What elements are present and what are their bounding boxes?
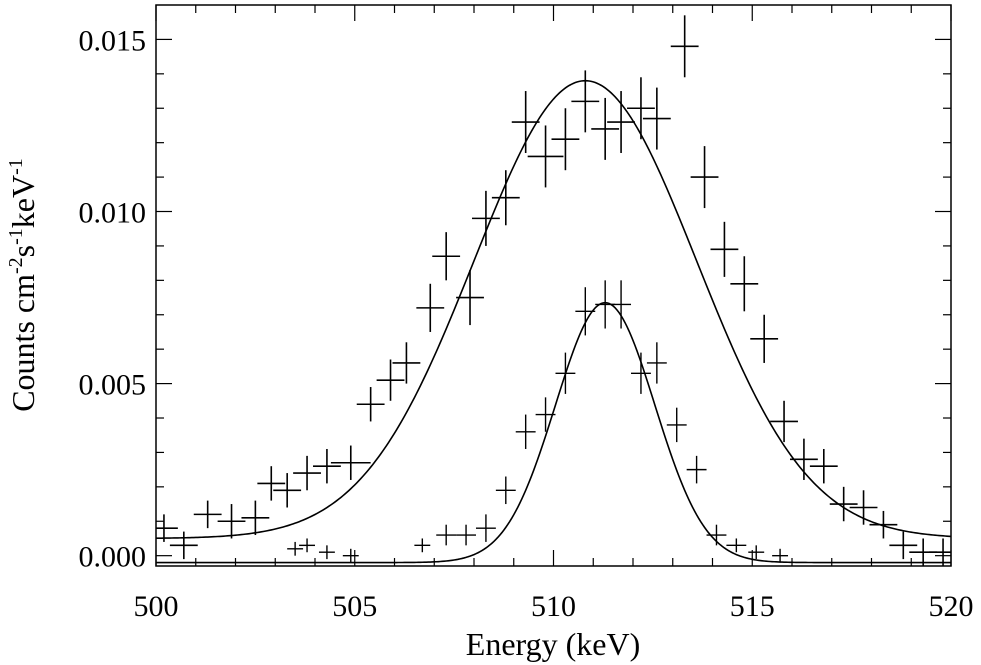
data-point (527, 125, 564, 188)
data-point (849, 490, 878, 525)
fit-curve (156, 79, 951, 539)
data-point (169, 531, 198, 560)
data-point (515, 414, 536, 449)
data-point (889, 531, 918, 560)
data-point (495, 476, 516, 505)
data-point (591, 97, 620, 160)
data-point (273, 473, 302, 508)
x-axis-title: Energy (keV) (466, 626, 640, 662)
data-point (217, 504, 246, 539)
x-tick-label: 510 (531, 590, 576, 623)
data-point (627, 77, 655, 140)
data-point (686, 455, 707, 484)
data-point (748, 545, 765, 560)
data-point (730, 256, 759, 312)
data-point (611, 280, 632, 329)
data-point (571, 70, 600, 133)
data-point (193, 500, 222, 529)
data-point (809, 448, 838, 484)
data-point (456, 524, 476, 546)
y-tick-label: 0.000 (79, 541, 147, 574)
data-point (257, 466, 286, 501)
data-point (241, 500, 270, 536)
y-axis-title-sup: -1 (5, 228, 27, 245)
fit-curve (156, 301, 951, 564)
data-point (376, 359, 405, 401)
data-point (666, 407, 687, 443)
ticks (155, 5, 952, 566)
data-point (414, 538, 431, 553)
data-point (456, 270, 484, 326)
data-point (392, 342, 421, 384)
data-point (631, 352, 651, 394)
data-point (318, 545, 335, 560)
data-point (287, 541, 304, 556)
plot-frame (155, 4, 952, 567)
data-point (770, 400, 798, 443)
x-tick-label: 505 (332, 590, 377, 623)
y-tick-label: 0.005 (79, 369, 147, 402)
data-point (416, 283, 445, 332)
y-axis-title-sup: -2 (5, 257, 27, 274)
data-point (869, 510, 898, 539)
data-point (670, 15, 699, 78)
y-axis-title-sup: -1 (5, 158, 27, 175)
data-point (690, 146, 719, 209)
x-tick-label: 500 (134, 590, 179, 623)
data-point (551, 108, 580, 171)
data-point (829, 486, 858, 522)
data-point (772, 548, 789, 563)
data-point (646, 342, 667, 384)
data-point (299, 538, 315, 553)
tick-labels: 500 505 510 515 520 0.000 0.005 0.010 0.015 (79, 24, 974, 623)
data-point (472, 190, 500, 246)
data-point (511, 91, 540, 153)
y-axis-title: Counts cm-2s-1keV-1 (5, 158, 41, 412)
data-point (330, 445, 371, 480)
data-point (929, 538, 951, 566)
y-tick-label: 0.010 (79, 197, 147, 230)
y-axis-title-part: Counts cm (5, 274, 41, 412)
x-tick-label: 520 (929, 590, 974, 623)
data-point (475, 514, 496, 542)
data-point (432, 232, 461, 281)
y-tick-label: 0.015 (79, 24, 147, 57)
data-point (642, 87, 671, 150)
data-point (356, 387, 385, 422)
y-axis-title-part: keV (5, 175, 41, 228)
data-point (491, 170, 520, 226)
data-point (342, 548, 359, 563)
data-layer (156, 15, 951, 566)
data-point (313, 448, 341, 484)
data-point (726, 538, 747, 553)
axes (155, 4, 952, 567)
data-point (710, 221, 739, 277)
fit-curves (156, 79, 951, 564)
x-tick-label: 515 (730, 590, 775, 623)
data-point (293, 455, 321, 491)
data-point (436, 524, 457, 546)
data-point (607, 91, 635, 153)
y-axis-title-part: s (5, 245, 41, 257)
data-point (750, 314, 779, 363)
